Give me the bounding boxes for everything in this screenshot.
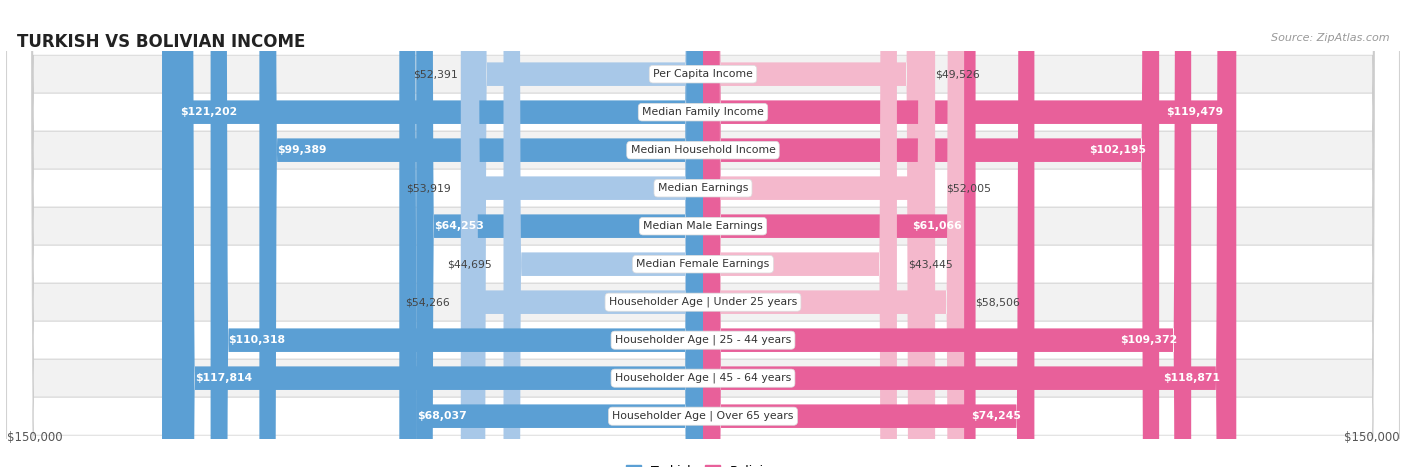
Text: TURKISH VS BOLIVIAN INCOME: TURKISH VS BOLIVIAN INCOME xyxy=(17,33,305,51)
Text: $110,318: $110,318 xyxy=(228,335,285,345)
Text: $68,037: $68,037 xyxy=(418,411,467,421)
FancyBboxPatch shape xyxy=(7,0,1399,467)
Text: $64,253: $64,253 xyxy=(434,221,484,231)
FancyBboxPatch shape xyxy=(399,0,703,467)
Text: Householder Age | 25 - 44 years: Householder Age | 25 - 44 years xyxy=(614,335,792,346)
Text: $43,445: $43,445 xyxy=(908,259,953,269)
FancyBboxPatch shape xyxy=(703,0,935,467)
Text: $58,506: $58,506 xyxy=(976,297,1021,307)
Text: Per Capita Income: Per Capita Income xyxy=(652,69,754,79)
FancyBboxPatch shape xyxy=(503,0,703,467)
Text: $121,202: $121,202 xyxy=(180,107,238,117)
FancyBboxPatch shape xyxy=(416,0,703,467)
FancyBboxPatch shape xyxy=(703,0,897,467)
FancyBboxPatch shape xyxy=(211,0,703,467)
FancyBboxPatch shape xyxy=(162,0,703,467)
FancyBboxPatch shape xyxy=(259,0,703,467)
FancyBboxPatch shape xyxy=(703,0,924,467)
FancyBboxPatch shape xyxy=(7,0,1399,467)
FancyBboxPatch shape xyxy=(703,0,1233,467)
Text: $150,000: $150,000 xyxy=(7,431,62,444)
Text: Householder Age | Under 25 years: Householder Age | Under 25 years xyxy=(609,297,797,307)
FancyBboxPatch shape xyxy=(177,0,703,467)
Text: $53,919: $53,919 xyxy=(406,183,451,193)
Text: $44,695: $44,695 xyxy=(447,259,492,269)
Text: $61,066: $61,066 xyxy=(912,221,962,231)
Text: Householder Age | Over 65 years: Householder Age | Over 65 years xyxy=(612,411,794,421)
Text: Source: ZipAtlas.com: Source: ZipAtlas.com xyxy=(1271,33,1389,42)
Text: $117,814: $117,814 xyxy=(195,373,252,383)
FancyBboxPatch shape xyxy=(703,0,1191,467)
Text: Householder Age | 45 - 64 years: Householder Age | 45 - 64 years xyxy=(614,373,792,383)
FancyBboxPatch shape xyxy=(703,0,1159,467)
Text: $118,871: $118,871 xyxy=(1163,373,1220,383)
Text: $102,195: $102,195 xyxy=(1088,145,1146,155)
Text: Median Female Earnings: Median Female Earnings xyxy=(637,259,769,269)
Legend: Turkish, Bolivian: Turkish, Bolivian xyxy=(621,460,785,467)
FancyBboxPatch shape xyxy=(463,0,703,467)
Text: Median Male Earnings: Median Male Earnings xyxy=(643,221,763,231)
FancyBboxPatch shape xyxy=(703,0,976,467)
Text: $109,372: $109,372 xyxy=(1121,335,1178,345)
Text: $119,479: $119,479 xyxy=(1166,107,1223,117)
FancyBboxPatch shape xyxy=(703,0,965,467)
Text: $99,389: $99,389 xyxy=(277,145,326,155)
Text: $52,005: $52,005 xyxy=(946,183,991,193)
FancyBboxPatch shape xyxy=(7,0,1399,467)
FancyBboxPatch shape xyxy=(7,0,1399,467)
Text: $54,266: $54,266 xyxy=(405,297,450,307)
Text: $74,245: $74,245 xyxy=(972,411,1021,421)
FancyBboxPatch shape xyxy=(470,0,703,467)
FancyBboxPatch shape xyxy=(703,0,1035,467)
Text: Median Family Income: Median Family Income xyxy=(643,107,763,117)
FancyBboxPatch shape xyxy=(7,0,1399,467)
FancyBboxPatch shape xyxy=(461,0,703,467)
Text: Median Household Income: Median Household Income xyxy=(630,145,776,155)
FancyBboxPatch shape xyxy=(7,0,1399,467)
FancyBboxPatch shape xyxy=(7,0,1399,467)
Text: $49,526: $49,526 xyxy=(935,69,980,79)
Text: Median Earnings: Median Earnings xyxy=(658,183,748,193)
FancyBboxPatch shape xyxy=(703,0,1236,467)
Text: $150,000: $150,000 xyxy=(1344,431,1399,444)
FancyBboxPatch shape xyxy=(7,0,1399,467)
FancyBboxPatch shape xyxy=(7,0,1399,467)
FancyBboxPatch shape xyxy=(7,0,1399,467)
Text: $52,391: $52,391 xyxy=(413,69,458,79)
